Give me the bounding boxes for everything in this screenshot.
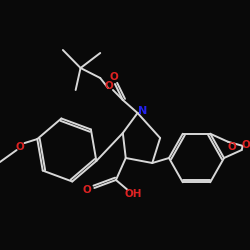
Text: O: O: [110, 72, 118, 82]
Text: O: O: [228, 142, 236, 152]
Text: N: N: [138, 106, 147, 116]
Text: O: O: [105, 81, 114, 91]
Text: O: O: [15, 142, 24, 152]
Text: OH: OH: [125, 189, 142, 199]
Text: O: O: [241, 140, 250, 150]
Text: O: O: [82, 185, 91, 195]
